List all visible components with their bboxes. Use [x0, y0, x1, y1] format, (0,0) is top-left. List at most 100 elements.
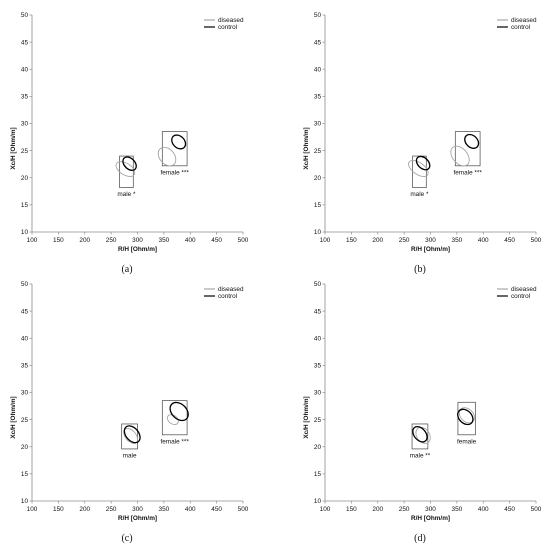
x-tick-label: 300 [132, 237, 143, 244]
x-tick-label: 400 [185, 506, 196, 513]
y-tick-label: 30 [21, 390, 29, 397]
group-box [121, 423, 138, 450]
y-tick-label: 15 [21, 202, 29, 209]
x-tick-label: 500 [531, 506, 542, 513]
group-box [454, 131, 481, 167]
legend-label-control: control [218, 24, 237, 31]
diseased-confidence-ellipse [415, 426, 431, 444]
group-label: female [457, 438, 477, 445]
y-tick-label: 35 [314, 363, 322, 370]
y-tick-label: 20 [314, 444, 322, 451]
control-confidence-ellipse [415, 155, 431, 171]
y-axis-title: Xc/H [Ohm/m] [10, 127, 17, 169]
x-tick-label: 100 [320, 506, 331, 513]
x-tick-label: 100 [27, 237, 38, 244]
x-tick-label: 100 [27, 506, 38, 513]
y-tick-label: 30 [21, 121, 29, 128]
x-tick-label: 200 [79, 237, 90, 244]
legend-label-control: control [511, 24, 530, 31]
panel-label: (d) [414, 533, 426, 544]
x-axis-title: R/H [Ohm/m] [118, 515, 157, 522]
control-confidence-ellipse [122, 156, 137, 171]
group-label: female *** [160, 169, 189, 176]
x-tick-label: 150 [53, 237, 64, 244]
x-tick-label: 400 [185, 237, 196, 244]
y-tick-label: 10 [21, 498, 29, 505]
y-tick-label: 15 [314, 202, 322, 209]
group-box [119, 155, 134, 188]
legend-label-diseased: diseased [511, 17, 537, 24]
legend-label-control: control [218, 293, 237, 300]
x-tick-label: 350 [452, 506, 463, 513]
x-axis-title: R/H [Ohm/m] [411, 246, 450, 253]
panel-2: 100 150 200 250 300 350 400 450 500 10 15 20 25 30 35 4… [303, 12, 542, 275]
group-label: female *** [160, 438, 189, 445]
x-tick-label: 250 [399, 237, 410, 244]
y-axis-title: Xc/H [Ohm/m] [303, 396, 310, 438]
x-axis-title: R/H [Ohm/m] [411, 515, 450, 522]
control-confidence-ellipse [412, 425, 428, 443]
y-tick-label: 45 [21, 39, 29, 46]
group-box [411, 423, 429, 450]
x-tick-label: 500 [238, 237, 249, 244]
y-tick-label: 40 [314, 66, 322, 73]
x-axis-title: R/H [Ohm/m] [118, 246, 157, 253]
x-tick-label: 350 [159, 506, 170, 513]
x-tick-label: 300 [425, 237, 436, 244]
y-tick-label: 40 [21, 66, 29, 73]
y-tick-label: 45 [314, 39, 322, 46]
control-confidence-ellipse [457, 408, 474, 426]
x-tick-label: 350 [159, 237, 170, 244]
y-tick-label: 50 [314, 12, 322, 19]
y-tick-label: 25 [314, 417, 322, 424]
panel-4: 100 150 200 250 300 350 400 450 500 10 15 20 25 30 35 4… [303, 281, 542, 544]
x-tick-label: 500 [531, 237, 542, 244]
y-tick-label: 50 [314, 281, 322, 288]
x-tick-label: 200 [372, 237, 383, 244]
x-tick-label: 250 [106, 237, 117, 244]
x-tick-label: 450 [211, 506, 222, 513]
y-axis-title: Xc/H [Ohm/m] [303, 127, 310, 169]
y-tick-label: 50 [21, 12, 29, 19]
x-tick-label: 100 [320, 237, 331, 244]
group-box [161, 131, 188, 167]
x-tick-label: 200 [79, 506, 90, 513]
y-tick-label: 10 [314, 229, 322, 236]
group-label: male [123, 452, 137, 459]
y-tick-label: 35 [314, 94, 322, 101]
panel-1: 100 150 200 250 300 350 400 450 500 10 15 20 25 30 35 4… [10, 12, 249, 275]
y-tick-label: 20 [314, 175, 322, 182]
x-tick-label: 250 [399, 506, 410, 513]
legend-label-control: control [511, 293, 530, 300]
panel-3: 100 150 200 250 300 350 400 450 500 10 15 20 25 30 35 4… [10, 281, 249, 544]
panel-label: (c) [121, 533, 132, 544]
x-tick-label: 450 [504, 237, 515, 244]
group-label: male ** [410, 452, 431, 459]
y-tick-label: 20 [21, 444, 29, 451]
panel-label: (a) [121, 264, 132, 275]
x-tick-label: 450 [211, 237, 222, 244]
diseased-confidence-ellipse [458, 407, 475, 424]
group-box [457, 401, 476, 436]
y-tick-label: 40 [314, 335, 322, 342]
x-tick-label: 300 [132, 506, 143, 513]
diseased-confidence-ellipse [115, 161, 136, 177]
y-tick-label: 25 [21, 417, 29, 424]
x-tick-label: 150 [53, 506, 64, 513]
y-tick-label: 35 [21, 94, 29, 101]
x-tick-label: 300 [425, 506, 436, 513]
y-tick-label: 15 [314, 471, 322, 478]
legend-label-diseased: diseased [511, 286, 537, 293]
control-confidence-ellipse [123, 425, 141, 444]
group-label: male * [117, 191, 136, 198]
diseased-confidence-ellipse [408, 160, 429, 178]
y-tick-label: 10 [21, 229, 29, 236]
x-tick-label: 200 [372, 506, 383, 513]
group-label: female *** [453, 169, 482, 176]
control-confidence-ellipse [464, 133, 480, 149]
y-tick-label: 45 [21, 308, 29, 315]
x-tick-label: 150 [346, 506, 357, 513]
control-confidence-ellipse [171, 134, 187, 150]
y-axis-title: Xc/H [Ohm/m] [10, 396, 17, 438]
